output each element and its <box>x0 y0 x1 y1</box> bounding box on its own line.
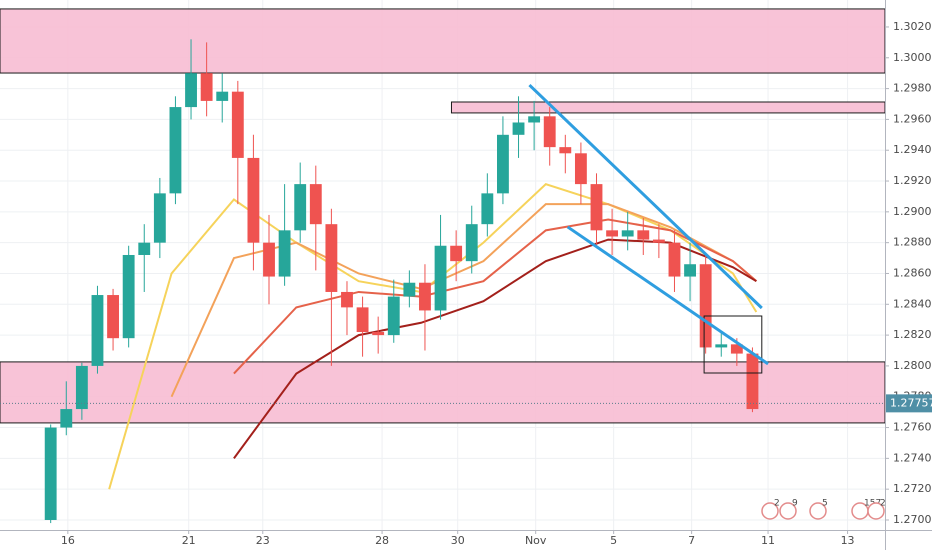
y-tick-label: 1.30200 <box>893 20 932 33</box>
candle-body <box>574 153 587 185</box>
candle-body <box>309 184 322 225</box>
last-price-box <box>886 394 932 413</box>
x-tick-label: 28 <box>375 534 389 547</box>
candle-body <box>294 184 307 231</box>
y-tick-label: 1.27200 <box>893 482 932 495</box>
candle-body <box>419 282 431 311</box>
candle-body <box>44 427 57 520</box>
y-tick-label: 1.28600 <box>893 266 932 279</box>
candle-body <box>247 157 260 243</box>
zone <box>0 361 885 424</box>
x-tick-label: 7 <box>688 534 695 547</box>
candle-body <box>512 122 525 135</box>
candle-body <box>278 230 291 277</box>
candle-body <box>465 224 478 262</box>
candle-body <box>434 245 447 311</box>
x-tick-label: 30 <box>451 534 465 547</box>
candle-body <box>341 291 353 308</box>
candle-body <box>621 230 634 237</box>
y-tick-label: 1.28200 <box>893 328 932 341</box>
candle-body <box>559 147 572 154</box>
plot-area <box>0 0 885 530</box>
event-badge-label: 5 <box>822 499 828 509</box>
candle-body <box>528 116 541 123</box>
candle-body <box>372 332 385 336</box>
ribbon-line <box>108 182 758 490</box>
candle-body <box>263 242 275 277</box>
candle-body <box>153 193 166 243</box>
candle-body <box>107 295 119 339</box>
trendline <box>566 225 769 366</box>
y-tick-label: 1.27000 <box>893 513 932 526</box>
y-tick-label: 1.30000 <box>893 51 932 64</box>
candle-body <box>699 264 712 348</box>
candle-body <box>543 116 556 148</box>
candle-body <box>715 344 728 348</box>
y-tick-label: 1.29000 <box>893 205 932 218</box>
zone <box>0 8 885 74</box>
event-badge <box>779 502 797 520</box>
event-badge-label: 2 <box>774 499 780 509</box>
y-tick-label: 1.29200 <box>893 174 932 187</box>
candle-body <box>387 296 400 336</box>
ribbon-line <box>233 218 757 375</box>
y-tick-label: 1.28000 <box>893 359 932 372</box>
axes: 1.270001.272001.274001.276001.278001.280… <box>61 20 932 547</box>
candle-body <box>668 242 681 277</box>
event-badge <box>761 502 779 520</box>
candle-body <box>75 365 88 410</box>
last-price-label: 1.27757 <box>890 396 932 409</box>
candle-body <box>590 184 603 231</box>
event-badge <box>809 502 827 520</box>
ribbon-line <box>233 238 757 459</box>
candle-body <box>91 295 104 366</box>
candle-body <box>216 91 229 101</box>
y-tick-label: 1.28800 <box>893 236 932 249</box>
x-tick-label: 13 <box>841 534 855 547</box>
x-tick-label: 16 <box>61 534 75 547</box>
trendline <box>528 83 763 310</box>
candle-body <box>185 73 197 108</box>
candle-body <box>481 193 494 225</box>
candle-body <box>497 134 509 194</box>
candle-body <box>138 242 151 255</box>
candle-body <box>606 230 619 237</box>
candle-body <box>231 91 244 158</box>
y-tick-label: 1.27400 <box>893 451 932 464</box>
x-tick-label: 23 <box>256 534 270 547</box>
candle-body <box>122 254 135 339</box>
candle-body <box>403 282 416 297</box>
candle-body <box>730 344 743 354</box>
event-badge-label: 2 <box>880 499 886 509</box>
x-tick-label: 21 <box>182 534 196 547</box>
x-tick-label: Nov <box>525 534 547 547</box>
x-tick-label: 5 <box>610 534 617 547</box>
candle-body <box>652 239 665 243</box>
candle-body <box>200 73 213 101</box>
event-badge <box>867 502 885 520</box>
candle-body <box>746 353 759 410</box>
box <box>703 315 763 374</box>
y-tick-label: 1.29600 <box>893 112 932 125</box>
candle-body <box>325 224 338 292</box>
event-badge-label: 9 <box>792 499 798 509</box>
candle-body <box>637 230 650 240</box>
x-tick-label: 11 <box>761 534 775 547</box>
candle-body <box>684 264 696 277</box>
zone <box>450 101 885 114</box>
y-tick-label: 1.27600 <box>893 421 932 434</box>
candle-body <box>169 107 182 194</box>
candle-body <box>450 245 463 262</box>
y-tick-label: 1.28400 <box>893 297 932 310</box>
y-tick-label: 1.29800 <box>893 82 932 95</box>
y-tick-label: 1.29400 <box>893 143 932 156</box>
candle-body <box>356 307 369 333</box>
candle-body <box>60 409 73 428</box>
